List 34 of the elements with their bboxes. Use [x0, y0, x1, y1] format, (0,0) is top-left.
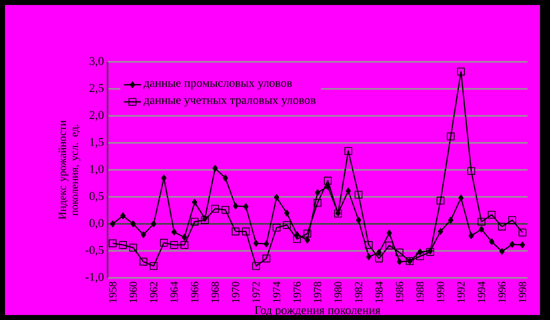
x-tick-label: 1982	[354, 282, 362, 302]
x-tick-label: 1996	[498, 282, 506, 302]
x-tick-label: 1964	[170, 282, 178, 302]
x-tick-label: 1960	[129, 282, 137, 302]
x-tick-label: 1978	[314, 282, 322, 302]
x-tick-label: 1976	[293, 282, 301, 302]
y-tick-label: 3,0	[90, 56, 104, 67]
x-tick-label: 1998	[518, 282, 526, 302]
x-axis-title: Год рождения поколения	[254, 306, 380, 317]
x-tick-label: 1986	[396, 282, 404, 302]
legend-label: данные учетных траловых уловов	[144, 98, 316, 106]
y-tick-label: 0,0	[90, 218, 104, 229]
x-tick-label: 1958	[109, 282, 116, 302]
x-tick-label: 1994	[478, 282, 486, 302]
x-tick-label: 1984	[375, 282, 383, 302]
x-tick-label: 1966	[190, 282, 198, 302]
x-tick-label: 1970	[232, 282, 240, 302]
y-tick-label: 2,5	[90, 84, 104, 94]
y-axis-title: Индекс урожайности поколения, усл. ед.	[58, 120, 80, 220]
x-tick-label: 1974	[272, 282, 280, 302]
y-tick-label: -1,0	[86, 272, 104, 283]
x-tick-label: 1990	[436, 282, 444, 302]
y-tick-label: 1,5	[90, 138, 104, 148]
y-tick-label: 0,5	[90, 192, 104, 202]
x-tick-label: 1988	[416, 282, 424, 302]
y-tick-label: -0,5	[86, 246, 104, 256]
y-tick-label: 2,0	[90, 110, 104, 121]
x-tick-label: 1968	[211, 282, 219, 302]
x-tick-label: 1972	[252, 282, 260, 302]
x-tick-label: 1980	[334, 282, 342, 302]
y-tick-label: 1,0	[90, 164, 104, 175]
legend-label: данные промысловых уловов	[144, 81, 292, 90]
x-tick-label: 1962	[150, 282, 158, 302]
x-tick-label: 1992	[457, 282, 465, 302]
